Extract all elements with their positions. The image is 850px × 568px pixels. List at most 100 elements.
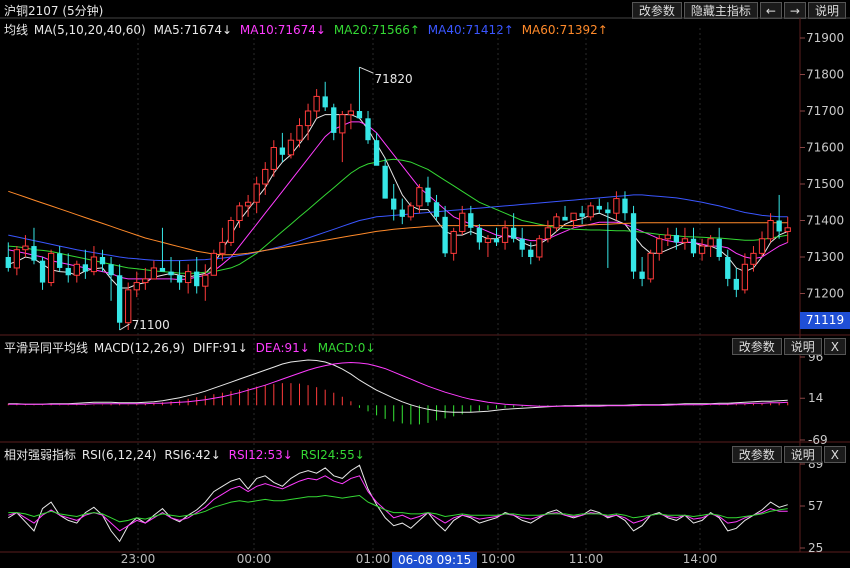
candle-body bbox=[382, 165, 388, 199]
macd-dea-value: DEA:91↓ bbox=[255, 341, 310, 355]
candle-body bbox=[65, 267, 71, 276]
candle-body bbox=[407, 205, 415, 218]
candle-body bbox=[116, 275, 123, 323]
macd-help-button[interactable]: 说明 bbox=[783, 338, 822, 355]
candle-body bbox=[142, 278, 149, 284]
candle-body bbox=[733, 278, 739, 290]
macd-toolbar: 改参数 说明 X bbox=[731, 338, 846, 355]
candle-body bbox=[459, 212, 466, 232]
macd-diff-value: DIFF:91↓ bbox=[192, 341, 248, 355]
candle-body bbox=[194, 271, 200, 287]
candle-body bbox=[373, 140, 380, 166]
candle-body bbox=[425, 187, 431, 203]
price-tick-label: 71900 bbox=[806, 31, 844, 45]
candle-body bbox=[125, 289, 132, 324]
macd-edit-params-button[interactable]: 改参数 bbox=[731, 338, 782, 355]
ma-line-ma20 bbox=[8, 158, 788, 274]
candle-body bbox=[391, 198, 397, 210]
candle-body bbox=[605, 209, 611, 214]
candle-body bbox=[767, 220, 774, 240]
candle-body bbox=[596, 205, 602, 210]
current-price-tag: 71119 bbox=[800, 312, 850, 329]
candle-body bbox=[210, 252, 218, 276]
candle-body bbox=[331, 107, 337, 133]
high-marker-line bbox=[359, 66, 374, 74]
macd-macd-value: MACD:0↓ bbox=[317, 341, 376, 355]
rsi-help-button[interactable]: 说明 bbox=[783, 446, 822, 463]
candle-body bbox=[168, 271, 174, 276]
candle-body bbox=[639, 271, 645, 279]
candle-body bbox=[82, 264, 89, 272]
candle-body bbox=[562, 216, 568, 221]
x-label-1400: 14:00 bbox=[682, 552, 718, 566]
candle-body bbox=[587, 205, 594, 218]
rsi-edit-params-button[interactable]: 改参数 bbox=[731, 446, 782, 463]
candle-body bbox=[681, 238, 689, 243]
ma-line-ma5 bbox=[8, 114, 788, 289]
rsi-tick-label: 25 bbox=[808, 541, 823, 555]
candle-body bbox=[570, 212, 577, 221]
candle-body bbox=[647, 252, 654, 280]
rsi12-value: RSI12:53↓ bbox=[228, 448, 293, 462]
candle-body bbox=[99, 257, 106, 265]
macd-legend: 平滑异同平均线 MACD(12,26,9) DIFF:91↓ DEA:91↓ M… bbox=[4, 339, 379, 356]
price-tick-label: 71500 bbox=[806, 177, 844, 191]
x-label-1000: 10:00 bbox=[480, 552, 516, 566]
candle-body bbox=[184, 271, 192, 284]
candle-body bbox=[262, 168, 269, 185]
candle-body bbox=[468, 213, 474, 228]
candle-body bbox=[433, 202, 440, 217]
ma40-value: MA40:71412↑ bbox=[427, 23, 514, 37]
candle-body bbox=[493, 238, 500, 243]
candle-body bbox=[31, 246, 37, 261]
candle-body bbox=[159, 267, 166, 272]
macd-tick-label: 14 bbox=[808, 391, 823, 405]
candle-body bbox=[690, 238, 697, 254]
candle-body bbox=[356, 111, 363, 119]
macd-label: 平滑异同平均线 bbox=[4, 341, 89, 355]
candle-body bbox=[630, 213, 637, 272]
candle-body bbox=[510, 227, 517, 239]
candle-body bbox=[236, 205, 243, 221]
macd-close-button[interactable]: X bbox=[823, 338, 846, 355]
price-tick-label: 71400 bbox=[806, 214, 844, 228]
price-tick-label: 71300 bbox=[806, 250, 844, 264]
price-tick-label: 71200 bbox=[806, 287, 844, 301]
x-label-1100: 11:00 bbox=[568, 552, 604, 566]
low-marker-line bbox=[119, 323, 130, 331]
candle-body bbox=[784, 227, 791, 232]
candle-body bbox=[656, 238, 663, 254]
ma10-value: MA10:71674↓ bbox=[239, 23, 326, 37]
macd-params: MACD(12,26,9) bbox=[93, 341, 185, 355]
ma-line-ma40 bbox=[8, 194, 788, 262]
candle-body bbox=[741, 263, 749, 291]
candle-body bbox=[73, 263, 80, 276]
candle-body bbox=[176, 275, 183, 283]
ma-params: MA(5,10,20,40,60) bbox=[33, 23, 146, 37]
candle-body bbox=[758, 238, 766, 254]
candle-body bbox=[484, 238, 492, 243]
candle-body bbox=[270, 147, 277, 170]
candle-body bbox=[536, 238, 543, 258]
candle-body bbox=[476, 227, 483, 243]
candle-body bbox=[219, 241, 226, 254]
rsi-legend: 相对强弱指标 RSI(6,12,24) RSI6:42↓ RSI12:53↓ R… bbox=[4, 446, 369, 463]
rsi-toolbar: 改参数 说明 X bbox=[731, 446, 846, 463]
candle-body bbox=[664, 234, 671, 240]
candle-body bbox=[287, 139, 295, 156]
rsi-close-button[interactable]: X bbox=[823, 446, 846, 463]
candle-body bbox=[750, 252, 757, 265]
rsi-line-rsi24 bbox=[8, 494, 788, 523]
rsi-params: RSI(6,12,24) bbox=[81, 448, 157, 462]
macd-tick-label: -69 bbox=[808, 433, 828, 447]
candle-body bbox=[57, 253, 63, 268]
candle-body bbox=[707, 238, 714, 247]
candle-body bbox=[673, 235, 680, 243]
toolbar: 改参数 隐藏主指标 ← → 说明 bbox=[631, 2, 846, 19]
candle-body bbox=[613, 198, 620, 214]
candle-body bbox=[47, 252, 55, 284]
candle-body bbox=[279, 147, 286, 155]
candle-body bbox=[22, 245, 29, 251]
candle-body bbox=[725, 257, 731, 279]
